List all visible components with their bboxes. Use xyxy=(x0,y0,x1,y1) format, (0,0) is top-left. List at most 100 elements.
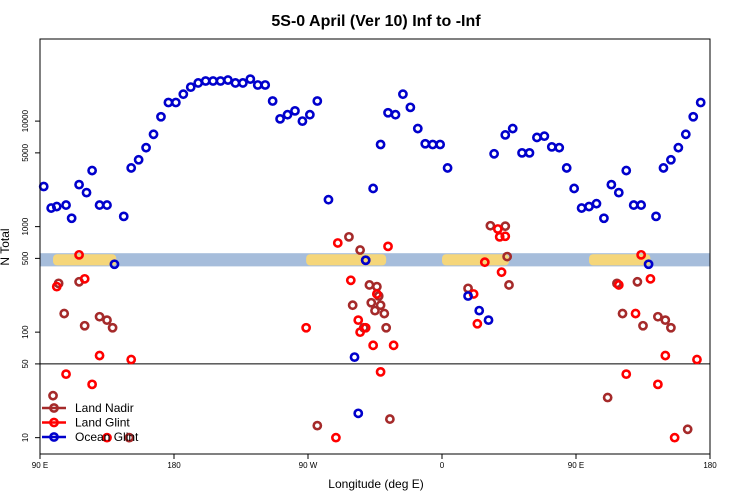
data-point xyxy=(666,322,676,333)
data-point xyxy=(109,259,120,270)
data-point xyxy=(507,123,518,134)
data-point xyxy=(312,96,323,106)
y-tick-label: 10 xyxy=(21,433,30,442)
data-point xyxy=(660,315,671,326)
data-point xyxy=(371,289,382,299)
x-tick-label: 90 E xyxy=(32,461,48,470)
data-point xyxy=(79,273,90,284)
data-point xyxy=(148,129,159,140)
legend-label: Ocean Glint xyxy=(75,430,139,444)
data-point xyxy=(375,139,386,150)
data-point xyxy=(79,320,90,331)
data-point xyxy=(405,102,416,113)
data-point xyxy=(472,318,483,329)
data-point xyxy=(360,322,371,333)
data-point xyxy=(102,200,112,210)
data-point xyxy=(621,165,632,176)
data-point xyxy=(368,183,379,194)
data-point xyxy=(237,78,248,88)
x-tick-label: 0 xyxy=(440,461,445,470)
data-point xyxy=(126,163,137,173)
data-point xyxy=(94,311,105,322)
data-point xyxy=(652,311,663,322)
data-point xyxy=(141,142,151,153)
data-point xyxy=(133,154,144,165)
data-point xyxy=(474,305,485,316)
data-point xyxy=(87,165,98,176)
data-point xyxy=(669,432,680,443)
x-tick-label: 90 W xyxy=(299,461,318,470)
data-point xyxy=(621,369,632,380)
points-layer xyxy=(38,74,706,443)
data-point xyxy=(504,280,514,290)
data-point xyxy=(74,249,84,260)
data-point xyxy=(297,116,308,127)
data-point xyxy=(323,194,334,205)
data-point xyxy=(61,200,71,210)
data-point xyxy=(502,251,513,262)
data-point xyxy=(347,300,358,311)
data-point xyxy=(245,74,256,85)
data-point xyxy=(613,187,624,198)
data-point xyxy=(331,432,341,443)
data-point xyxy=(539,131,550,142)
data-point xyxy=(636,200,647,210)
data-point xyxy=(442,163,453,173)
data-point xyxy=(102,315,112,326)
data-point xyxy=(301,322,312,333)
data-point xyxy=(561,163,572,173)
data-point xyxy=(463,291,473,301)
data-point xyxy=(282,109,293,120)
plot-frame xyxy=(39,38,711,455)
x-tick-label: 180 xyxy=(167,461,181,470)
data-point xyxy=(260,80,271,90)
data-point xyxy=(500,231,511,242)
data-point xyxy=(652,379,663,390)
data-point xyxy=(370,305,380,316)
data-point xyxy=(569,183,580,194)
data-point xyxy=(102,432,112,443)
data-point xyxy=(87,379,98,390)
data-point xyxy=(606,179,617,190)
data-point xyxy=(390,109,401,120)
data-point xyxy=(107,322,118,333)
data-point xyxy=(435,139,446,150)
x-axis-label: Longitude (deg E) xyxy=(328,477,423,491)
data-point xyxy=(332,238,343,248)
data-point xyxy=(178,89,189,100)
data-point xyxy=(630,308,641,319)
legend-label: Land Glint xyxy=(75,416,130,430)
data-point xyxy=(638,320,648,331)
data-point xyxy=(643,259,654,270)
data-point xyxy=(353,315,364,326)
data-point xyxy=(660,350,671,361)
data-point xyxy=(59,308,70,319)
data-point xyxy=(500,130,511,140)
data-point xyxy=(636,249,647,260)
data-point xyxy=(554,142,565,153)
data-point xyxy=(613,280,624,290)
data-point xyxy=(66,213,77,224)
data-point xyxy=(524,147,535,158)
data-point xyxy=(345,275,356,286)
legend-marker xyxy=(49,417,59,428)
data-point xyxy=(375,366,386,377)
y-tick-label: 5000 xyxy=(21,143,30,161)
data-point xyxy=(483,315,494,326)
data-point xyxy=(602,392,613,403)
data-point xyxy=(275,113,285,124)
data-point xyxy=(118,211,129,222)
data-point xyxy=(349,352,360,363)
data-point xyxy=(617,308,628,319)
data-point xyxy=(651,211,661,222)
data-point xyxy=(124,432,135,443)
y-tick-label: 10000 xyxy=(21,109,30,132)
legend-marker xyxy=(49,403,59,413)
data-point xyxy=(591,198,602,209)
legend-marker xyxy=(49,432,59,442)
data-point xyxy=(384,414,395,424)
land-patch-0 xyxy=(53,254,117,266)
data-point xyxy=(74,179,84,190)
x-tick-label: 180 xyxy=(703,461,717,470)
data-point xyxy=(695,97,706,108)
